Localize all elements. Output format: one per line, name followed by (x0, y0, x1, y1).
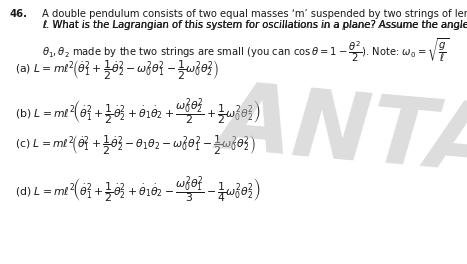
Text: (c) $L = m\ell^2\!\left(\dot{\theta}_1^2 + \dfrac{1}{2}\dot{\theta}_2^2 - \theta: (c) $L = m\ell^2\!\left(\dot{\theta}_1^2… (15, 134, 255, 157)
Text: ℓ. What is the Lagrangian of this system for oscillations in a plane? Assume the: ℓ. What is the Lagrangian of this system… (42, 20, 467, 30)
Text: (b) $L = m\ell^2\!\left(\dot{\theta}_1^2 + \dfrac{1}{2}\dot{\theta}_2^2 + \dot{\: (b) $L = m\ell^2\!\left(\dot{\theta}_1^2… (15, 96, 260, 127)
Text: (a) $L = m\ell^2\!\left(\dot{\theta}_1^2 + \dfrac{1}{2}\dot{\theta}_2^2 - \omega: (a) $L = m\ell^2\!\left(\dot{\theta}_1^2… (15, 59, 219, 82)
Text: $\theta_1, \theta_2$ made by the two strings are small (you can $\cos\theta = 1 : $\theta_1, \theta_2$ made by the two str… (42, 36, 449, 64)
Text: ℓ. What is the Lagrangian of this system for oscillations in a plane? Assume the: ℓ. What is the Lagrangian of this system… (42, 20, 467, 30)
Text: ANTA: ANTA (215, 76, 467, 192)
Text: (d) $L = m\ell^2\!\left(\dot{\theta}_1^2 + \dfrac{1}{2}\dot{\theta}_2^2 + \dot{\: (d) $L = m\ell^2\!\left(\dot{\theta}_1^2… (15, 174, 260, 205)
Text: A double pendulum consists of two equal masses ‘m’ suspended by two strings of l: A double pendulum consists of two equal … (42, 9, 467, 19)
Text: 46.: 46. (10, 9, 28, 19)
